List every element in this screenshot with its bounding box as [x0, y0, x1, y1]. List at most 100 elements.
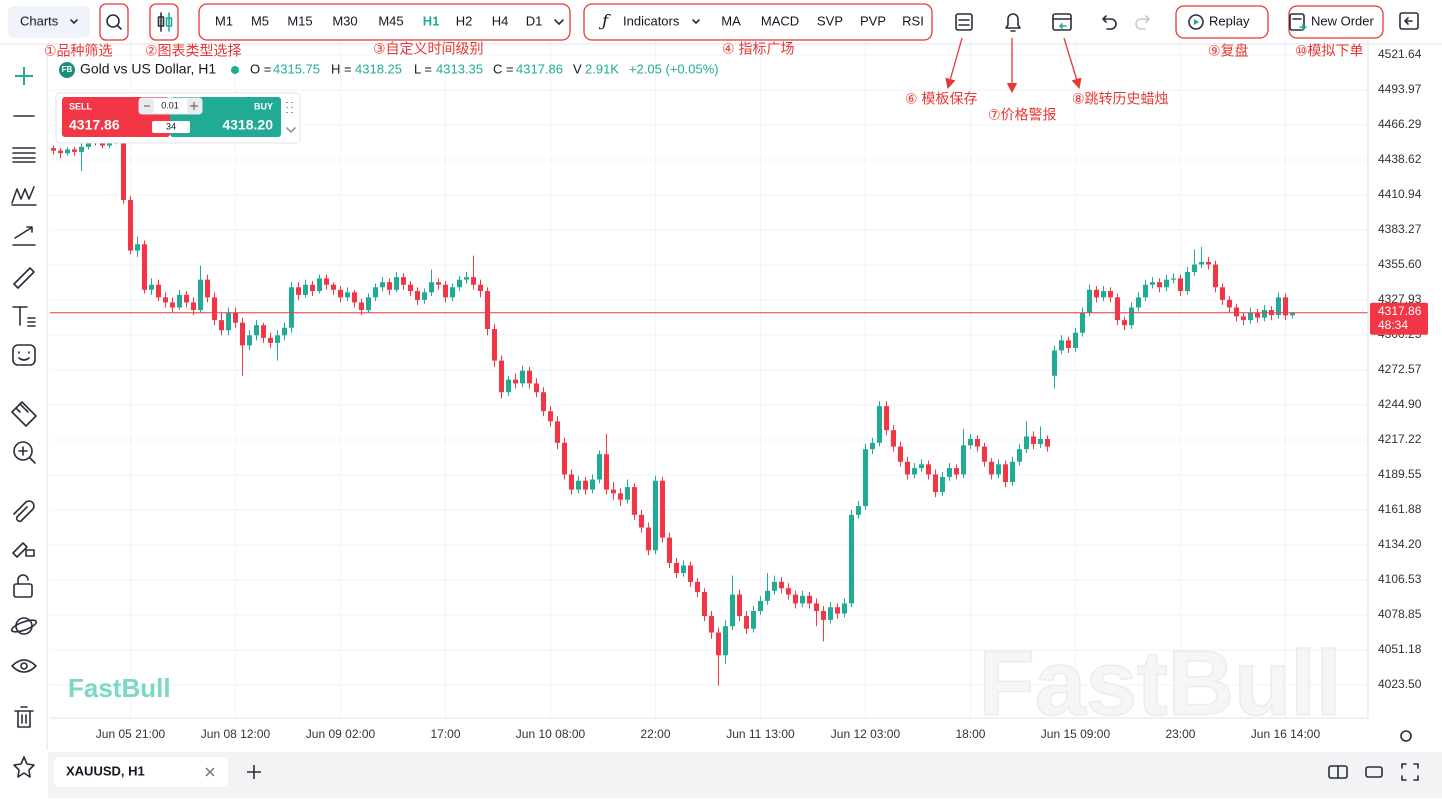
y-tick-label: 4078.85: [1378, 607, 1422, 621]
indicator-shortcut[interactable]: MACD: [761, 13, 799, 28]
text-tool[interactable]: [12, 306, 36, 327]
candle-body: [1135, 297, 1141, 308]
candle-body: [197, 279, 204, 311]
candle-body: [526, 370, 533, 384]
x-tick-label: Jun 11 13:00: [726, 727, 795, 741]
timeframe-button[interactable]: M5: [251, 13, 269, 28]
candle-body: [120, 140, 127, 200]
chevron[interactable]: [554, 19, 564, 25]
indicator-shortcut[interactable]: RSI: [902, 13, 924, 28]
add-tab[interactable]: [247, 765, 261, 779]
template-icon[interactable]: [955, 13, 973, 31]
candle-body: [372, 287, 379, 298]
delete-tool[interactable]: [14, 706, 34, 728]
indicators-icon: ƒ: [598, 12, 611, 32]
candle-body: [1282, 297, 1288, 316]
redo-icon[interactable]: [1135, 15, 1150, 30]
candle-body: [953, 468, 959, 475]
candle-type-icon[interactable]: [157, 12, 173, 32]
sell-price: 4317.86: [69, 117, 120, 133]
annotations: ①品种筛选 ②图表类型选择 ③自定义时间级别 ④ 指标广场 ⑥ 模板保存 ⑦价格…: [44, 37, 1364, 123]
favorites-tool[interactable]: [13, 756, 35, 778]
candle-body: [253, 325, 260, 336]
lock-drawing-tool[interactable]: [12, 542, 35, 558]
candle-body: [1247, 312, 1253, 321]
candle-body: [400, 277, 407, 285]
visibility-tool[interactable]: [11, 659, 37, 673]
candle-body: [652, 480, 659, 551]
ohlc-value: 4317.86: [516, 61, 563, 76]
crosshair-tool[interactable]: [15, 67, 33, 85]
lot-input[interactable]: [138, 97, 203, 115]
candle-body: [1002, 464, 1008, 483]
callout-box: [99, 3, 129, 41]
timeframe-button[interactable]: M45: [378, 13, 403, 28]
spread-value: 34: [166, 121, 176, 131]
alert-icon[interactable]: [1005, 13, 1021, 32]
candle-body: [666, 537, 673, 563]
undo-icon[interactable]: [1102, 15, 1117, 30]
indicator-shortcut[interactable]: SVP: [817, 13, 843, 28]
axes: 4521.64 4493.97 4466.29 4438.62 4410.94 4383.…: [96, 47, 1422, 741]
timeframe-button[interactable]: H1: [423, 13, 440, 28]
candle-body: [428, 282, 435, 293]
annotation: ⑥ 模板保存: [905, 91, 977, 107]
fib-tool[interactable]: [12, 147, 36, 163]
collapse-chevron[interactable]: [286, 127, 296, 133]
zoom-tool[interactable]: [13, 441, 33, 461]
candle-body: [1065, 340, 1071, 348]
ohlc-label: C =: [493, 61, 514, 76]
candle-body: [302, 284, 309, 295]
x-tick-label: Jun 05 21:00: [96, 727, 166, 741]
panel-toggle[interactable]: [1399, 12, 1419, 30]
timeframe-button[interactable]: M1: [215, 13, 233, 28]
candle-body: [848, 514, 855, 604]
goto-icon[interactable]: [1052, 13, 1072, 31]
tab-close[interactable]: [205, 767, 215, 777]
candle-body: [1044, 439, 1050, 447]
projection-tool[interactable]: [12, 226, 36, 246]
settings-icon[interactable]: [1400, 730, 1412, 742]
timeframe-button[interactable]: D1: [526, 13, 543, 28]
indicator-shortcut[interactable]: PVP: [860, 13, 886, 28]
charts-button[interactable]: [8, 6, 90, 38]
candle-body: [1100, 291, 1106, 298]
candle-body: [218, 320, 225, 331]
candle-body: [1114, 297, 1120, 321]
candle-body: [589, 479, 596, 490]
candle-body: [1198, 261, 1204, 265]
lock-tool[interactable]: [13, 583, 33, 598]
candle-body: [960, 445, 966, 475]
layout-icons[interactable]: [1328, 763, 1419, 781]
pattern-tool[interactable]: [11, 186, 37, 206]
hide-ring: [10, 619, 38, 633]
ruler-tool[interactable]: [11, 401, 37, 427]
indicators-label[interactable]: Indicators: [623, 13, 680, 28]
candle-body: [225, 312, 232, 331]
timeframe-button[interactable]: H4: [492, 13, 509, 28]
replay-label[interactable]: Replay: [1209, 13, 1250, 28]
brush-tool[interactable]: [13, 267, 35, 289]
callout-box: [1175, 5, 1269, 39]
candle-body: [701, 592, 708, 617]
timeframe-button[interactable]: H2: [456, 13, 473, 28]
timeframe-button[interactable]: M30: [332, 13, 357, 28]
magnet-tool[interactable]: [13, 500, 35, 523]
candle-body: [1093, 289, 1099, 298]
drag-handle[interactable]: [286, 102, 293, 113]
candle-body: [267, 337, 274, 343]
search-icon[interactable]: [106, 14, 120, 28]
new-order-label[interactable]: New Order: [1311, 13, 1375, 28]
candle-body: [869, 442, 876, 450]
timeframe-button[interactable]: M15: [287, 13, 312, 28]
sticker-tool[interactable]: [12, 344, 36, 366]
candle-body: [771, 581, 778, 591]
symbol-tab[interactable]: [54, 757, 228, 787]
candle-body: [1275, 297, 1281, 316]
candle-body: [127, 199, 134, 251]
indicator-shortcut[interactable]: MA: [721, 13, 741, 28]
candle-body: [736, 594, 743, 617]
candle-body: [1219, 287, 1225, 300]
